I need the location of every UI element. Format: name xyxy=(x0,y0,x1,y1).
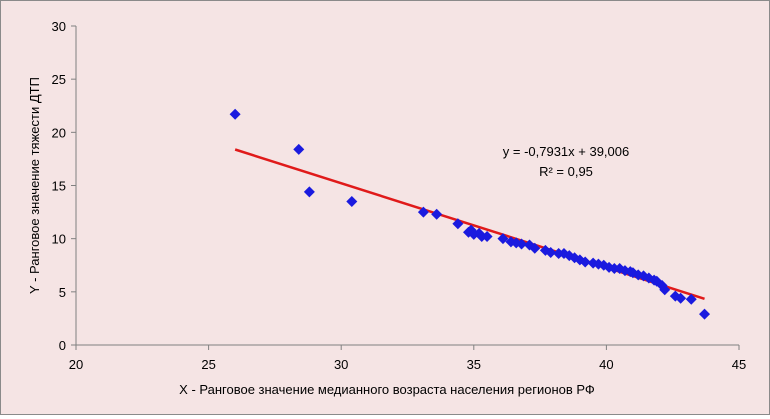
y-tick-label: 30 xyxy=(52,19,66,34)
data-point xyxy=(346,195,358,207)
y-tick-label: 10 xyxy=(52,232,66,247)
x-tick-label: 35 xyxy=(467,357,481,372)
data-points xyxy=(229,108,711,320)
y-tick-label: 25 xyxy=(52,72,66,87)
trendline-equation: y = -0,7931x + 39,006 xyxy=(503,144,629,159)
data-point xyxy=(659,284,671,296)
data-point xyxy=(452,218,464,230)
data-point xyxy=(229,108,241,120)
data-point xyxy=(579,256,591,268)
r-squared-label: R² = 0,95 xyxy=(539,164,593,179)
tick-labels: 0 5 10 15 20 25 30 20 25 30 35 40 45 xyxy=(52,19,747,372)
y-tick-label: 0 xyxy=(59,338,66,353)
y-tick-label: 20 xyxy=(52,125,66,140)
x-tick-label: 20 xyxy=(69,357,83,372)
data-point xyxy=(675,292,687,304)
y-axis-title: Y - Ранговое значение тяжести ДТП xyxy=(27,77,42,294)
data-point xyxy=(699,308,711,320)
x-tick-label: 25 xyxy=(201,357,215,372)
data-point xyxy=(516,238,528,250)
data-point xyxy=(481,231,493,243)
data-point xyxy=(293,143,305,155)
y-tick-label: 5 xyxy=(59,285,66,300)
data-point xyxy=(685,293,697,305)
data-point xyxy=(545,246,557,258)
axes xyxy=(75,26,739,346)
x-tick-label: 40 xyxy=(599,357,613,372)
data-point xyxy=(529,242,541,254)
data-point xyxy=(303,186,315,198)
data-point xyxy=(558,248,570,260)
data-point xyxy=(417,206,429,218)
x-tick-label: 45 xyxy=(732,357,746,372)
data-point xyxy=(431,208,443,220)
x-axis-title: X - Ранговое значение медианного возраст… xyxy=(179,382,595,397)
y-tick-label: 15 xyxy=(52,179,66,194)
x-tick-label: 30 xyxy=(334,357,348,372)
data-point xyxy=(497,233,509,245)
